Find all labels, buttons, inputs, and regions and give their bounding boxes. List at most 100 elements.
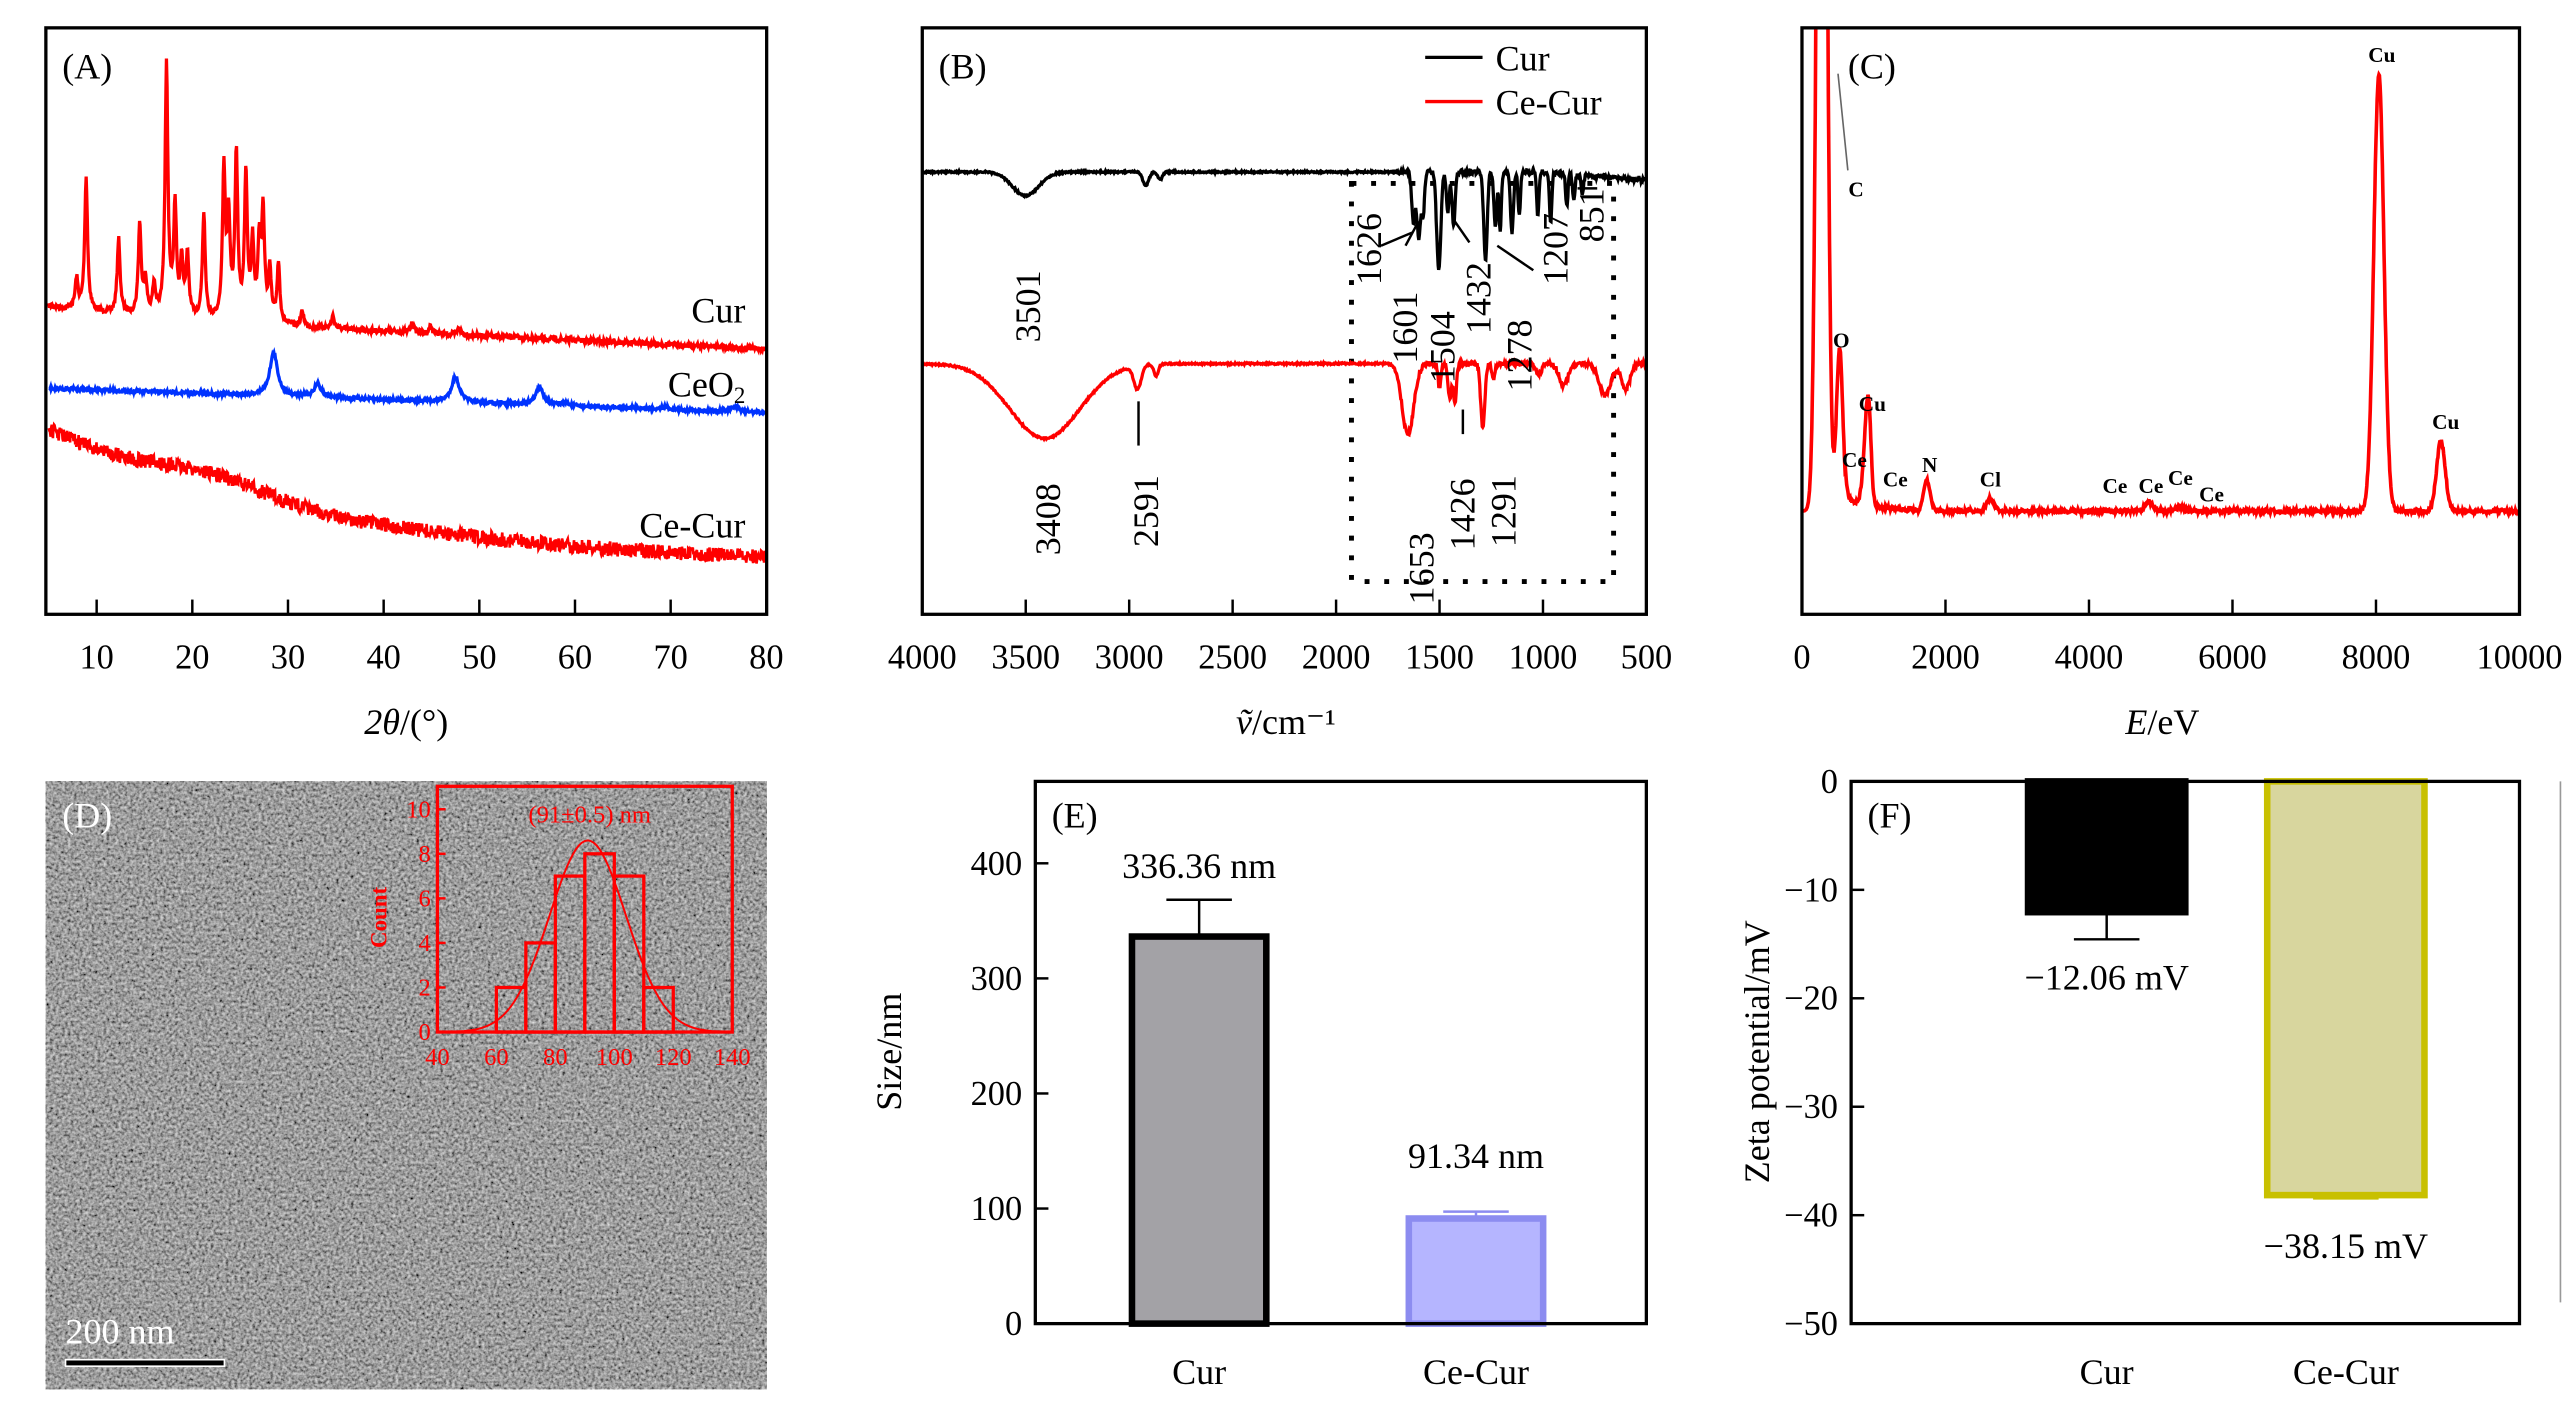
inset-y-label: Count [367, 886, 392, 948]
bar-cur [2024, 778, 2189, 916]
y-tick-label: −30 [1784, 1088, 1838, 1126]
panel-a-frame [44, 26, 769, 616]
inset-x-tick-label: 100 [596, 1044, 633, 1071]
element-label: Ce [1883, 468, 1908, 492]
ftir-series-ce-cur [921, 355, 1648, 443]
element-label: Cu [2432, 410, 2459, 434]
element-label: Cu [2368, 43, 2395, 67]
panel-b-label: (B) [939, 47, 987, 87]
y-tick-label: 200 [971, 1075, 1023, 1113]
label-ceo2-subscript: 2 [734, 383, 745, 408]
y-tick-label: −20 [1784, 980, 1838, 1018]
panel-d-label: (D) [62, 795, 112, 835]
panel-d: (D) 40 60 80 100 120 140 0 2 4 6 8 10 Count (91±0.5… [45, 781, 767, 1390]
inset-y-tick-label: 10 [406, 796, 431, 823]
x-tick-label: 80 [749, 638, 783, 676]
bar-ce-cur [2263, 778, 2428, 1199]
x-ticks: 0 2000 4000 6000 8000 10000 [1793, 599, 2562, 676]
x-axis-symbol: 2θ [364, 702, 400, 742]
y-tick-label: −40 [1784, 1197, 1838, 1235]
band-leader-line [1380, 231, 1413, 247]
label-ceo2: CeO2 [668, 364, 746, 408]
label-ceo2-base: CeO [668, 364, 734, 404]
element-label: Cl [1980, 468, 2001, 492]
panel-e-label: (E) [1052, 795, 1098, 835]
xrd-curves [47, 58, 768, 564]
x-tick-label: 1000 [1509, 638, 1578, 676]
element-label: O [1833, 328, 1850, 352]
data-label: −38.15 mV [2264, 1226, 2428, 1266]
x-axis-unit: /eV [2147, 702, 2199, 742]
band-leader-line [1453, 220, 1471, 244]
element-label: Ce [2102, 474, 2127, 498]
y-tick-label: 400 [971, 845, 1023, 883]
legend-cur: Cur [1496, 38, 1550, 78]
label-ce-cur: Ce-Cur [639, 505, 745, 545]
x-category-label: Ce-Cur [2293, 1352, 2399, 1392]
scale-bar [64, 1358, 226, 1368]
x-tick-label: 3500 [991, 638, 1060, 676]
zoom-region-box [1349, 181, 1617, 585]
x-tick-label: 60 [558, 638, 592, 676]
panel-f: 0 −10 −20 −30 −40 −50 −12.06 mV Cur −38.15 mV Ce-… [1737, 763, 2562, 1392]
band-label: 1426 [1442, 478, 1482, 550]
x-tick-label: 8000 [2342, 638, 2411, 676]
data-label: 336.36 nm [1122, 846, 1276, 886]
panel-a-label: (A) [62, 47, 112, 87]
x-category-label: Cur [1172, 1352, 1226, 1392]
inset-x-tick-label: 80 [543, 1044, 568, 1071]
inset-title: (91±0.5) nm [528, 801, 651, 828]
element-label: Ce [2168, 466, 2193, 490]
band-label: 851 [1572, 188, 1612, 242]
c-leader-line [1837, 73, 1849, 171]
band-label: 3408 [1028, 483, 1068, 555]
xrd-series-ce-cur [47, 421, 767, 564]
panel-c-label: (C) [1848, 47, 1896, 87]
x-tick-label: 70 [653, 638, 687, 676]
element-label: Cu [1859, 392, 1886, 416]
gaussian-fit-curve [437, 839, 733, 1033]
x-category-label: Ce-Cur [1423, 1352, 1529, 1392]
bar-ce-cur [1405, 1215, 1547, 1327]
xrd-series-ceo2 [48, 347, 768, 419]
size-bars: 0 100 200 300 400 336.36 nm Cur 91.34 nm Ce-Cur [971, 845, 1547, 1392]
xrd-series-cur [47, 58, 768, 356]
inset-x-tick-label: 120 [655, 1044, 692, 1071]
inset-y-tick-label: 6 [419, 886, 431, 913]
x-axis-label: E/eV [2124, 702, 2199, 742]
band-label: 1278 [1500, 319, 1540, 391]
x-tick-label: 10 [79, 638, 113, 676]
ftir-series-cur [921, 163, 1647, 271]
band-label: 1653 [1401, 532, 1441, 604]
x-tick-label: 20 [175, 638, 209, 676]
tem-image [45, 781, 767, 1390]
x-axis-label: 2θ/(°) [364, 702, 448, 742]
y-tick-label: 100 [971, 1190, 1023, 1228]
eds-series [1801, 27, 2520, 521]
y-tick-label: 300 [971, 960, 1023, 998]
x-tick-label: 3000 [1095, 638, 1164, 676]
band-label: 1432 [1459, 262, 1499, 334]
eds-spectrum [1801, 27, 2520, 521]
inset-y-tick-label: 0 [419, 1019, 431, 1046]
x-tick-label: 1500 [1405, 638, 1474, 676]
panel-f-frame [1849, 779, 2522, 1326]
y-tick-label: −50 [1784, 1305, 1838, 1343]
element-label: Ce [2199, 482, 2224, 506]
x-axis-unit: /cm⁻¹ [1252, 702, 1336, 742]
data-label: 91.34 nm [1408, 1136, 1544, 1176]
size-histogram-inset: 40 60 80 100 120 140 0 2 4 6 8 10 [406, 784, 751, 1071]
x-axis-symbol: E [2124, 702, 2147, 742]
x-tick-label: 500 [1621, 638, 1673, 676]
panel-e-frame [1033, 779, 1648, 1326]
histogram-bar [642, 985, 675, 1034]
x-tick-label: 50 [462, 638, 496, 676]
histogram-bar [612, 874, 646, 1034]
x-tick-label: 30 [271, 638, 305, 676]
x-tick-label: 2000 [1911, 638, 1980, 676]
